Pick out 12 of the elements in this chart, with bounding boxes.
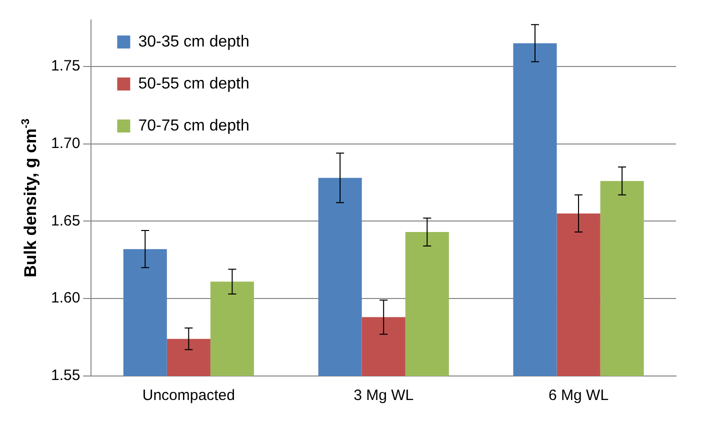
y-axis-title: Bulk density, g cm-3 [20,118,40,278]
y-tick-label: 1.55 [50,367,80,384]
x-tick-label: 6 Mg WL [548,387,609,404]
x-tick-label: Uncompacted [142,387,235,404]
legend-label: 30-35 cm depth [138,33,250,50]
legend-label: 70-75 cm depth [138,117,250,134]
y-tick-label: 1.70 [50,134,80,152]
y-tick-label: 1.75 [50,58,80,75]
y-tick-label: 1.60 [50,290,80,307]
y-tick-label: 1.65 [50,212,80,230]
x-tick-label: 3 Mg WL [354,387,414,404]
legend-label: 50-55 cm depth [138,75,250,92]
